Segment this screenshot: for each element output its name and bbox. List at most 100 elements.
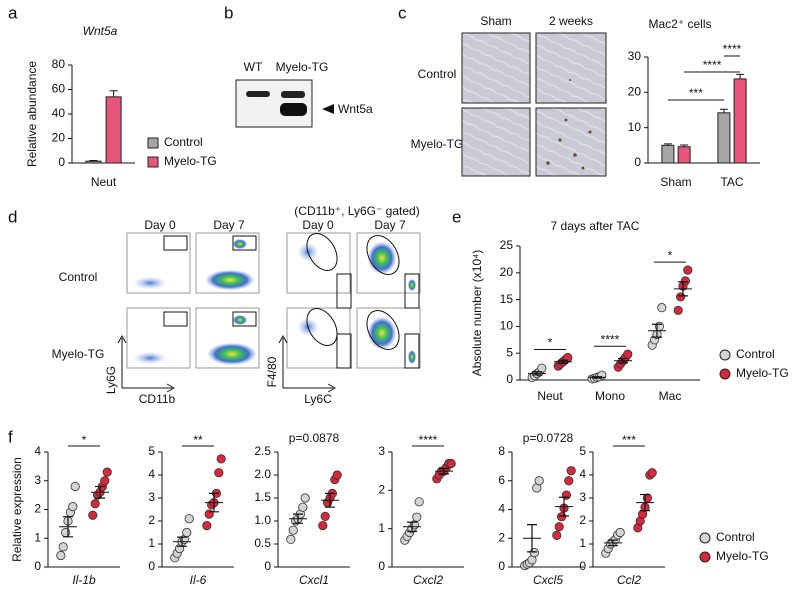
p-value: p=0.0878 — [289, 431, 340, 445]
y-axis-label: Relative abundance — [25, 61, 39, 167]
data-point — [412, 512, 422, 522]
y-tick-label: 0 — [579, 559, 586, 573]
significance-label: * — [548, 336, 553, 350]
data-point — [182, 527, 192, 538]
legend-swatch — [147, 137, 159, 149]
flow-axis-label: CD11b — [139, 392, 176, 406]
legend-label: Control — [164, 135, 203, 149]
y-tick-label: 2 — [378, 483, 385, 497]
y-tick-label: 5 — [148, 444, 155, 458]
y-tick-label: 2 — [148, 513, 155, 527]
y-tick-label: 0 — [378, 559, 385, 573]
y-tick-label: 1.5 — [254, 490, 271, 504]
error-bar — [209, 492, 219, 513]
row-label: Myelo-TG — [52, 347, 105, 361]
data-point — [214, 468, 224, 478]
y-tick-label: 2 — [579, 513, 586, 527]
data-point — [184, 514, 194, 524]
flow-axis-label: Ly6G — [104, 366, 118, 394]
y-tick-label: 3 — [148, 490, 155, 504]
x-tick-label: Cxcl1 — [299, 573, 329, 587]
y-tick-label: 0 — [264, 559, 271, 573]
y-tick-label: 2.5 — [254, 444, 271, 458]
row-label: Myelo-TG — [411, 137, 464, 151]
data-point — [56, 550, 66, 561]
column-label: Day 7 — [213, 218, 245, 232]
x-tick-label: Sham — [660, 175, 691, 189]
significance-label: ** — [193, 433, 203, 447]
error-bar — [109, 90, 118, 97]
panel-label: f — [8, 427, 13, 446]
bar — [717, 112, 731, 164]
panel-label: d — [8, 207, 17, 226]
y-tick-label: 4 — [579, 467, 586, 481]
y-tick-label: 1 — [34, 530, 41, 544]
y-tick-label: 1.0 — [254, 513, 271, 527]
y-tick-label: 10 — [628, 120, 642, 134]
y-tick-label: 0 — [34, 559, 41, 573]
legend-swatch — [147, 156, 159, 168]
data-point — [88, 510, 98, 520]
data-point — [564, 476, 574, 486]
error-bar — [680, 144, 689, 147]
significance-label: **** — [419, 433, 438, 447]
legend-label: Control — [736, 347, 775, 361]
data-point — [657, 303, 667, 313]
data-point — [623, 349, 633, 359]
y-tick-label: 0 — [58, 155, 65, 169]
x-tick-label: Neut — [537, 389, 563, 403]
significance-label: **** — [723, 42, 742, 56]
data-point — [332, 470, 342, 480]
error-bar — [618, 357, 628, 364]
error-bar — [293, 513, 303, 524]
data-point — [673, 305, 683, 315]
bar — [677, 146, 691, 164]
lane-label: WT — [244, 60, 263, 74]
significance-label: *** — [622, 433, 636, 447]
error-bar — [177, 536, 187, 547]
y-tick-label: 80 — [52, 57, 66, 71]
chart-title: 7 days after TAC — [551, 219, 640, 233]
error-bar — [407, 521, 417, 532]
y-tick-label: 3 — [378, 444, 385, 458]
data-point — [446, 458, 456, 469]
x-tick-label: Mono — [595, 389, 625, 403]
chart-title: Mac2⁺ cells — [648, 17, 711, 31]
error-bar — [678, 281, 688, 297]
data-point — [414, 497, 424, 507]
x-tick-label: Il-6 — [190, 573, 207, 587]
data-point — [100, 476, 110, 486]
y-tick-label: 20 — [628, 85, 642, 99]
p-value: p=0.0728 — [523, 431, 574, 445]
y-tick-label: 4 — [148, 467, 155, 481]
y-axis-label: Absolute number (x10⁴) — [470, 250, 484, 377]
data-point — [615, 527, 625, 538]
data-point — [534, 476, 544, 486]
column-label: Day 0 — [302, 218, 334, 232]
bar — [85, 160, 102, 164]
legend-swatch — [699, 532, 711, 544]
y-tick-label: 30 — [628, 49, 642, 63]
y-tick-label: 8 — [498, 444, 505, 458]
data-point — [683, 265, 693, 275]
legend-label: Myelo-TG — [716, 549, 769, 563]
x-tick-label: Il-1b — [72, 573, 96, 587]
error-bar — [663, 143, 672, 146]
panel-label: b — [224, 3, 233, 22]
significance-label: **** — [601, 332, 620, 346]
data-point — [90, 499, 100, 509]
data-point — [554, 522, 564, 532]
data-point — [647, 468, 657, 478]
bar — [733, 78, 747, 164]
y-tick-label: 20 — [500, 265, 514, 279]
data-point — [58, 542, 68, 552]
histology-images — [461, 32, 607, 177]
band-label: Wnt5a — [338, 102, 373, 116]
error-bar — [325, 492, 335, 508]
chart-title: Wnt5a — [83, 24, 118, 38]
y-tick-label: 0.5 — [254, 536, 271, 550]
legend-label: Myelo-TG — [736, 366, 789, 380]
column-label: Day 7 — [374, 218, 406, 232]
x-tick-label: Neut — [91, 175, 117, 189]
gate-note: (CD11b⁺, Ly6G⁻ gated) — [294, 204, 419, 218]
